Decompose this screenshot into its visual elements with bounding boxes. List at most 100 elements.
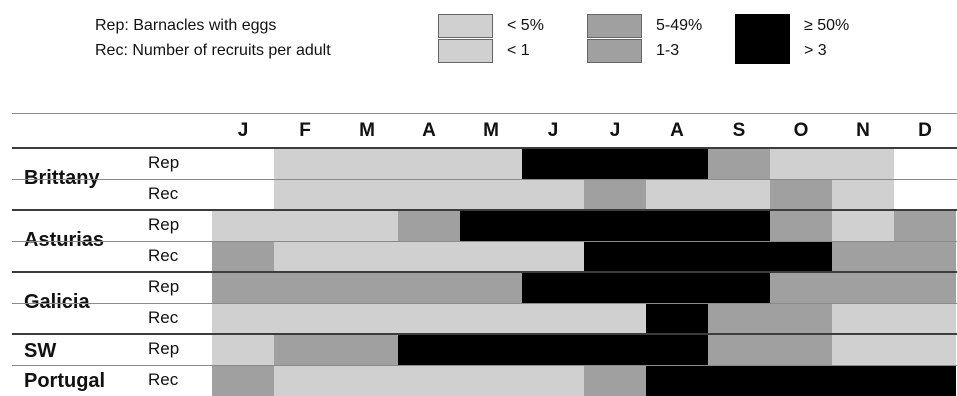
row-label: Rec (148, 246, 179, 265)
cell-1-rep-4 (398, 148, 460, 179)
row-label: Rep (148, 215, 180, 234)
cell-2-rec-8 (646, 241, 708, 272)
cell-1-rec-8 (646, 179, 708, 210)
cell-2-rep-9 (708, 210, 770, 241)
cell-3-rep-8 (646, 272, 708, 303)
cell-2-rep-5 (460, 210, 522, 241)
cell-4-rep-10 (770, 334, 832, 365)
cell-4-rep-4 (398, 334, 460, 365)
cell-2-rep-3 (336, 210, 398, 241)
cell-1-rec-6 (522, 179, 584, 210)
cell-3-rep-4 (398, 272, 460, 303)
cell-2-rec-3 (336, 241, 398, 272)
cell-3-rep-5 (460, 272, 522, 303)
month-header-10: O (793, 120, 809, 141)
cell-3-rep-6 (522, 272, 584, 303)
cell-4-rep-9 (708, 334, 770, 365)
cell-2-rep-12 (894, 210, 956, 241)
cell-1-rec-10 (770, 179, 832, 210)
cell-3-rec-12 (894, 303, 956, 334)
legend-rec-text: Rec: Number of recruits per adult (95, 42, 331, 59)
cell-4-rec-7 (584, 365, 646, 396)
cell-1-rec-12 (894, 179, 956, 210)
cell-3-rep-1 (212, 272, 274, 303)
cell-3-rec-8 (646, 303, 708, 334)
table-top-rule (12, 113, 957, 114)
cell-1-rec-9 (708, 179, 770, 210)
cell-4-rec-11 (832, 365, 894, 396)
cell-3-rec-11 (832, 303, 894, 334)
month-header-9: S (732, 120, 746, 141)
cell-3-rep-7 (584, 272, 646, 303)
month-header-12: D (918, 120, 932, 141)
cell-4-rep-1 (212, 334, 274, 365)
cell-3-rec-7 (584, 303, 646, 334)
cell-2-rec-7 (584, 241, 646, 272)
month-header-1: J (237, 120, 249, 141)
cell-2-rep-2 (274, 210, 336, 241)
cell-4-rep-5 (460, 334, 522, 365)
cell-2-rep-8 (646, 210, 708, 241)
legend-low-rep: < 5% (507, 17, 544, 34)
cell-3-rec-2 (274, 303, 336, 334)
cell-1-rep-3 (336, 148, 398, 179)
cell-2-rep-10 (770, 210, 832, 241)
legend-mid-swatch-rep (587, 14, 642, 38)
cell-3-rec-1 (212, 303, 274, 334)
month-header-7: J (609, 120, 621, 141)
header-rule (12, 147, 957, 149)
cell-4-rep-8 (646, 334, 708, 365)
cell-2-rec-10 (770, 241, 832, 272)
month-header-3: M (359, 120, 375, 141)
region-name-line: SW (24, 340, 57, 362)
cell-1-rec-3 (336, 179, 398, 210)
cell-2-rep-4 (398, 210, 460, 241)
cell-4-rec-3 (336, 365, 398, 396)
cell-1-rec-11 (832, 179, 894, 210)
region-divider (12, 271, 957, 273)
cell-4-rep-11 (832, 334, 894, 365)
cell-3-rep-11 (832, 272, 894, 303)
cell-1-rec-4 (398, 179, 460, 210)
cell-1-rec-5 (460, 179, 522, 210)
cell-2-rep-6 (522, 210, 584, 241)
cell-1-rec-2 (274, 179, 336, 210)
cell-4-rep-2 (274, 334, 336, 365)
cell-2-rep-7 (584, 210, 646, 241)
cell-3-rep-12 (894, 272, 956, 303)
row-divider (12, 179, 957, 180)
cell-4-rec-10 (770, 365, 832, 396)
cell-1-rep-7 (584, 148, 646, 179)
month-header-6: J (547, 120, 559, 141)
region-divider (12, 209, 957, 211)
region-name: Brittany (24, 167, 100, 189)
cell-1-rep-2 (274, 148, 336, 179)
legend-low-swatch-rec (438, 39, 493, 63)
cell-1-rep-9 (708, 148, 770, 179)
month-header-5: M (483, 120, 499, 141)
cell-2-rec-9 (708, 241, 770, 272)
month-header-4: A (422, 120, 436, 141)
cell-3-rec-9 (708, 303, 770, 334)
cell-3-rec-6 (522, 303, 584, 334)
legend-low-rec: < 1 (507, 42, 530, 59)
cell-3-rec-5 (460, 303, 522, 334)
cell-4-rep-7 (584, 334, 646, 365)
cell-2-rec-6 (522, 241, 584, 272)
legend-mid-rec: 1-3 (656, 42, 680, 59)
row-label: Rec (148, 370, 179, 389)
region-name: Asturias (24, 229, 105, 251)
cell-1-rep-11 (832, 148, 894, 179)
month-header-8: A (670, 120, 684, 141)
cell-2-rec-12 (894, 241, 956, 272)
cell-1-rep-8 (646, 148, 708, 179)
cell-1-rep-12 (894, 148, 956, 179)
month-header-2: F (299, 120, 311, 141)
cell-1-rec-1 (212, 179, 274, 210)
cell-4-rec-1 (212, 365, 274, 396)
region-divider (12, 333, 957, 335)
cell-3-rep-3 (336, 272, 398, 303)
cell-2-rec-2 (274, 241, 336, 272)
cell-2-rep-1 (212, 210, 274, 241)
cell-2-rep-11 (832, 210, 894, 241)
